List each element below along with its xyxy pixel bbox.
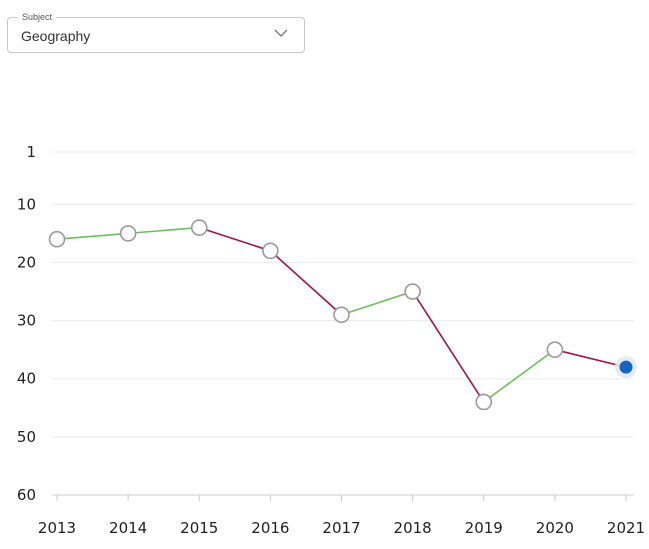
y-tick-label: 50 <box>17 428 36 446</box>
data-point-highlighted <box>619 360 633 374</box>
data-point <box>333 306 350 324</box>
line-segment <box>341 290 413 316</box>
data-point <box>546 341 564 358</box>
data-point <box>48 230 66 248</box>
subject-select-legend: Subject <box>18 11 57 23</box>
line-segment <box>269 250 343 316</box>
y-tick-label: 20 <box>17 253 36 271</box>
data-point <box>475 393 493 411</box>
x-tick-label: 2019 <box>465 519 503 537</box>
line-segment <box>128 226 200 235</box>
y-tick-label: 10 <box>17 195 36 213</box>
y-tick-label: 40 <box>17 370 36 388</box>
x-tick-label: 2015 <box>180 519 218 537</box>
x-tick-label: 2018 <box>394 519 432 537</box>
data-point <box>404 283 421 300</box>
line-segment <box>411 291 485 403</box>
data-point <box>262 242 279 260</box>
chevron-down-icon[interactable] <box>274 28 288 38</box>
x-tick-label: 2021 <box>607 519 645 537</box>
data-point <box>190 219 208 236</box>
line-segment <box>199 226 271 252</box>
data-point <box>119 225 137 242</box>
x-tick-label: 2016 <box>251 519 289 537</box>
x-tick-label: 2020 <box>536 519 574 537</box>
y-tick-label: 60 <box>17 486 36 504</box>
subject-select-value: Geography <box>21 28 91 44</box>
x-tick-label: 2014 <box>109 519 147 537</box>
x-tick-label: 2013 <box>38 519 76 537</box>
y-tick-label: 1 <box>26 143 36 161</box>
y-tick-label: 30 <box>17 312 36 330</box>
x-tick-label: 2017 <box>322 519 360 537</box>
line-segment <box>554 348 627 368</box>
line-segment <box>56 232 129 241</box>
subject-select[interactable]: Subject Geography <box>7 11 305 53</box>
line-segment <box>483 349 556 403</box>
